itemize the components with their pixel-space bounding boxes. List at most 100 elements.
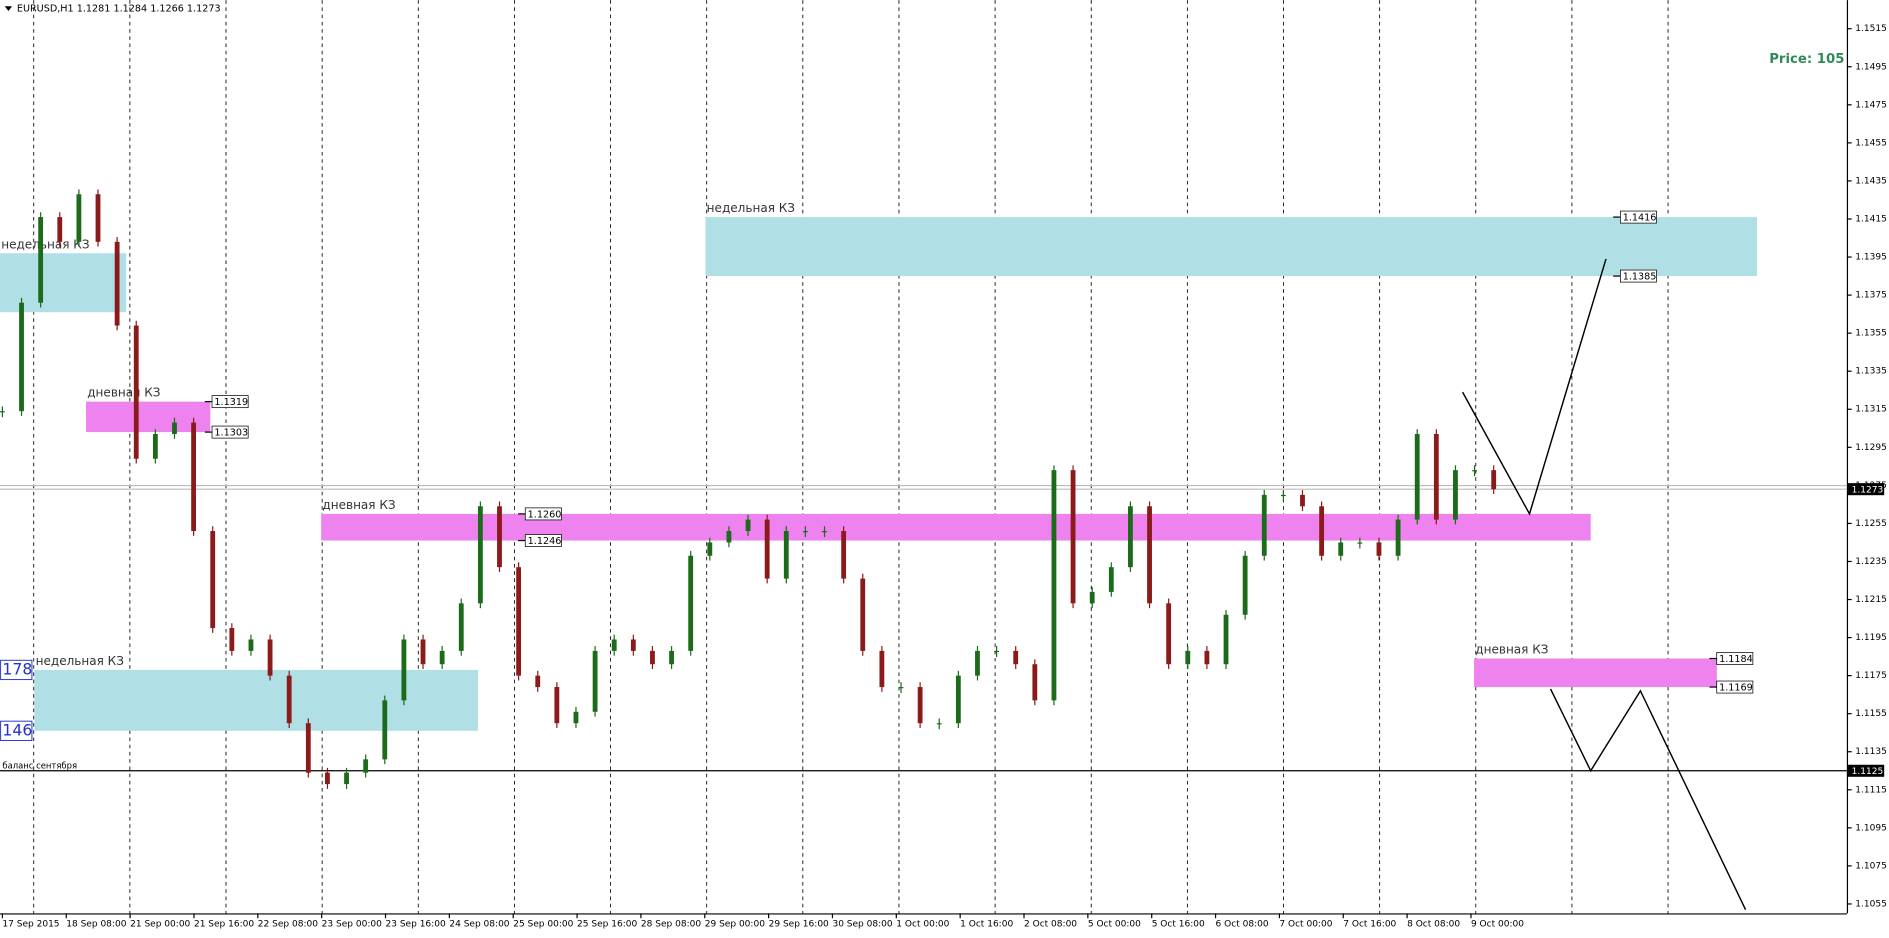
candle [1204, 650, 1210, 665]
candle [707, 542, 713, 556]
y-tick-label: 1.1415 [1855, 214, 1887, 224]
zone-level-box [524, 534, 562, 547]
x-tick-label: 30 Sep 08:00 [832, 920, 892, 930]
x-tick-label: 1 Oct 16:00 [960, 920, 1013, 930]
y-tick-label: 1.1215 [1855, 595, 1887, 605]
x-tick-label: 18 Sep 08:00 [66, 920, 126, 930]
candle [1261, 494, 1267, 556]
zone [705, 217, 1758, 277]
x-tick-label: 1 Oct 00:00 [896, 920, 949, 930]
x-tick-label: 23 Sep 16:00 [386, 920, 446, 930]
candle [1032, 664, 1038, 701]
candle [477, 506, 483, 604]
zone-label: дневная КЗ [322, 498, 395, 512]
y-tick-label: 1.1135 [1855, 747, 1887, 757]
zone-label: недельная КЗ [1, 237, 89, 251]
candle [841, 531, 847, 579]
forecast-line [1461, 258, 1607, 516]
zone [86, 401, 211, 433]
x-tick-label: 29 Sep 00:00 [705, 920, 765, 930]
y-tick-label: 1.1375 [1855, 291, 1887, 301]
zone-label: дневная КЗ [87, 386, 160, 400]
candle [1051, 470, 1057, 701]
y-tick-label: 1.1255 [1855, 519, 1887, 529]
x-tick-label: 28 Sep 08:00 [641, 920, 701, 930]
y-tick-label: 1.1475 [1855, 100, 1887, 110]
candle [0, 411, 5, 413]
candle [1070, 470, 1076, 604]
x-tick-label: 2 Oct 08:00 [1024, 920, 1077, 930]
zone-level-label: 1.1184 [1719, 654, 1753, 665]
candle [802, 531, 808, 533]
zone [34, 669, 478, 731]
candle [325, 772, 330, 785]
candle [1472, 470, 1477, 472]
candle [1185, 650, 1191, 665]
candle [57, 217, 63, 242]
candle [1108, 567, 1114, 592]
candle [1223, 614, 1229, 665]
zone-level-box [1619, 269, 1657, 283]
candle [994, 650, 1000, 653]
level-value: 1.1125 [1852, 767, 1884, 777]
y-tick-label: 1.1355 [1855, 329, 1887, 339]
candle [382, 700, 388, 760]
candle [1300, 494, 1305, 507]
candle [879, 650, 885, 688]
x-tick-label: 6 Oct 08:00 [1216, 920, 1269, 930]
zone-level-box [211, 395, 249, 409]
zone-level-label: 1.1416 [1623, 213, 1657, 224]
candle [1147, 506, 1152, 604]
candle [191, 422, 197, 532]
zone-level-label: 1.1385 [1623, 272, 1657, 283]
candle [650, 650, 655, 665]
candle [1491, 470, 1497, 490]
zone-level-label: 146 [2, 720, 32, 739]
candle [745, 519, 751, 532]
candle [573, 711, 579, 724]
x-tick-label: 7 Oct 00:00 [1279, 920, 1332, 930]
menu-icon[interactable] [4, 6, 13, 12]
zone-level-box [1716, 680, 1754, 694]
candle [898, 687, 904, 689]
y-tick-label: 1.1095 [1855, 823, 1887, 833]
candle [19, 302, 24, 412]
zone [1474, 658, 1717, 688]
y-tick-label: 1.1395 [1855, 253, 1887, 263]
header: EURUSD,H1 1.1281 1.1284 1.1266 1.1273 [17, 4, 221, 15]
candle [1280, 494, 1286, 497]
candle [955, 675, 961, 724]
candle [1338, 542, 1344, 556]
y-tick-label: 1.1155 [1855, 709, 1887, 719]
candle [975, 650, 980, 676]
x-tick-label: 17 Sep 2015 [2, 920, 59, 930]
y-tick-label: 1.1335 [1855, 367, 1887, 377]
candle [229, 628, 235, 651]
current-price-label: 1.1273 [1852, 485, 1884, 495]
candle [1453, 470, 1458, 520]
y-tick-label: 1.1075 [1855, 861, 1887, 871]
candle [630, 639, 636, 651]
y-tick-label: 1.1175 [1855, 671, 1887, 681]
y-tick-label: 1.1435 [1855, 176, 1887, 186]
y-tick-label: 1.1515 [1855, 24, 1887, 34]
y-tick-label: 1.1295 [1855, 443, 1887, 453]
current-price-tag [1848, 483, 1885, 496]
zone-level-box [211, 425, 249, 439]
zone-label: недельная КЗ [707, 201, 795, 215]
candle [860, 578, 866, 651]
candle [344, 772, 349, 785]
candle [611, 639, 617, 651]
x-tick-label: 9 Oct 00:00 [1471, 920, 1524, 930]
candle [458, 603, 464, 651]
x-tick-label: 8 Oct 08:00 [1407, 920, 1460, 930]
candle [783, 531, 789, 579]
candle [76, 194, 82, 242]
candle [1414, 433, 1420, 520]
x-tick-label: 21 Sep 16:00 [194, 920, 254, 930]
candle [133, 325, 139, 459]
zone-level-label: 1.1260 [528, 510, 562, 521]
candle [152, 433, 158, 459]
y-tick-label: 1.1455 [1855, 138, 1887, 148]
